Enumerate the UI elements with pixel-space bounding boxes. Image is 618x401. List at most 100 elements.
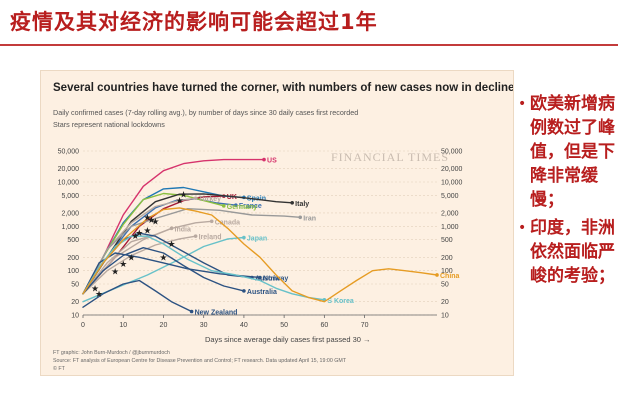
covid-cases-chart: Several countries have turned the corner… — [53, 82, 513, 372]
x-tick-label: 60 — [320, 322, 328, 329]
lockdown-star-icon: ★ — [127, 253, 135, 263]
series-line-australia — [82, 247, 245, 295]
series-line-india — [82, 227, 173, 295]
y-tick-label-left: 10,000 — [58, 179, 80, 186]
lockdown-star-icon: ★ — [135, 229, 143, 239]
series-label: Canada — [215, 219, 240, 226]
y-tick-label-right: 1,000 — [441, 224, 459, 231]
series-end-dot — [234, 203, 238, 207]
bullet-text: 欧美新增病例数过了峰值，但是下降非常缓慢； — [530, 94, 615, 210]
y-tick-label-left: 20,000 — [58, 166, 80, 173]
lockdown-star-icon: ★ — [119, 260, 127, 270]
series-end-dot — [221, 204, 226, 208]
lockdown-star-icon: ★ — [180, 191, 188, 201]
y-tick-label-left: 200 — [67, 255, 79, 262]
credit-line-3: © FT — [53, 365, 66, 372]
series-label: Italy — [295, 201, 309, 208]
series-end-dot — [435, 273, 439, 277]
lockdown-star-icon: ★ — [159, 253, 167, 263]
series-label: Austria — [255, 276, 279, 283]
y-tick-label-right: 100 — [441, 268, 453, 275]
y-tick-label-left: 100 — [67, 268, 79, 275]
y-tick-label-right: 50,000 — [441, 149, 463, 156]
chart-subtitle: Daily confirmed cases (7-day rolling avg… — [53, 108, 358, 117]
y-tick-label-right: 20 — [441, 299, 449, 306]
y-tick-label-right: 5,000 — [441, 193, 459, 200]
series-line-turkey — [82, 197, 197, 295]
y-tick-label-left: 50,000 — [58, 149, 80, 156]
y-tick-label-right: 10 — [441, 313, 449, 320]
series-end-dot — [290, 200, 294, 205]
series-line-china — [82, 207, 438, 303]
x-tick-label: 20 — [160, 322, 168, 329]
credit-line-2: Source: FT analysis of European Centre f… — [53, 358, 347, 364]
y-tick-label-right: 10,000 — [441, 179, 463, 186]
bullet-item: • 印度，非洲依然面临严峻的考验； — [518, 216, 616, 288]
series-end-dot — [189, 309, 194, 314]
y-tick-label-right: 2,000 — [441, 210, 459, 217]
x-tick-label: 70 — [361, 322, 369, 329]
x-tick-label: 30 — [200, 322, 208, 329]
y-tick-label-left: 20 — [71, 299, 79, 306]
lockdown-star-icon: ★ — [147, 216, 155, 226]
series-line-uk — [82, 195, 225, 295]
bullet-dot-icon: • — [518, 220, 527, 236]
y-tick-label-left: 50 — [71, 282, 79, 289]
bullet-item: • 欧美新增病例数过了峰值，但是下降非常缓慢； — [518, 92, 616, 212]
series-line-norway — [82, 252, 261, 295]
series-end-dot — [298, 215, 303, 220]
y-tick-label-left: 1,000 — [61, 224, 79, 231]
lockdown-star-icon: ★ — [111, 268, 119, 278]
y-tick-label-left: 2,000 — [61, 210, 79, 217]
y-tick-label-left: 5,000 — [61, 193, 79, 200]
series-line-new-zealand — [82, 279, 193, 313]
x-tick-label: 40 — [240, 322, 248, 329]
title-divider — [0, 44, 618, 46]
series-end-dot — [193, 196, 198, 201]
y-tick-label-left: 500 — [67, 237, 79, 244]
lockdown-star-icon: ★ — [95, 290, 103, 300]
series-end-dot — [262, 157, 266, 162]
lockdown-star-icon: ★ — [131, 232, 139, 242]
x-tick-label: 0 — [81, 322, 85, 329]
series-end-dot — [209, 219, 214, 224]
series-label: China — [440, 273, 460, 280]
series-end-dot — [242, 289, 246, 293]
series-label: Australia — [247, 289, 277, 296]
x-tick-label: 50 — [280, 322, 288, 329]
watermark: FINANCIAL TIMES — [331, 150, 449, 164]
series-label: S Korea — [327, 298, 354, 305]
series-label: Norway — [263, 276, 288, 283]
series-label: Iran — [303, 215, 316, 222]
bullet-list: • 欧美新增病例数过了峰值，但是下降非常缓慢； • 印度，非洲依然面临严峻的考验… — [518, 92, 616, 292]
bullet-dot-icon: • — [518, 96, 527, 112]
y-tick-label-right: 500 — [441, 237, 453, 244]
lockdown-star-icon: ★ — [143, 213, 151, 223]
credit-line-1: FT graphic: John Burn-Murdoch / @jburnmu… — [53, 350, 170, 356]
chart-panel: Several countries have turned the corner… — [40, 70, 514, 376]
series-label: US — [267, 158, 277, 165]
series-end-dot — [169, 226, 174, 231]
series-line-ireland — [82, 235, 197, 295]
x-axis-label: Days since average daily cases first pas… — [205, 335, 371, 344]
series-end-dot — [242, 235, 246, 240]
y-tick-label-right: 20,000 — [441, 166, 463, 173]
series-label: France — [239, 203, 262, 210]
series-end-dot — [193, 234, 198, 238]
chart-note: Stars represent national lockdowns — [53, 120, 165, 129]
series-label: Germany — [227, 204, 257, 211]
series-line-us — [82, 158, 265, 295]
y-tick-label-right: 50 — [441, 282, 449, 289]
lockdown-star-icon: ★ — [167, 240, 175, 250]
lockdown-star-icon: ★ — [176, 197, 184, 207]
chart-title: Several countries have turned the corner… — [53, 82, 513, 94]
series-label: India — [175, 226, 191, 233]
series-label: Turkey — [199, 196, 222, 203]
series-line-iran — [82, 208, 301, 295]
series-label: UK — [227, 194, 237, 201]
y-tick-label-left: 10 — [71, 313, 79, 320]
y-tick-label-right: 200 — [441, 255, 453, 262]
lockdown-star-icon: ★ — [143, 227, 151, 237]
x-tick-label: 10 — [119, 322, 127, 329]
